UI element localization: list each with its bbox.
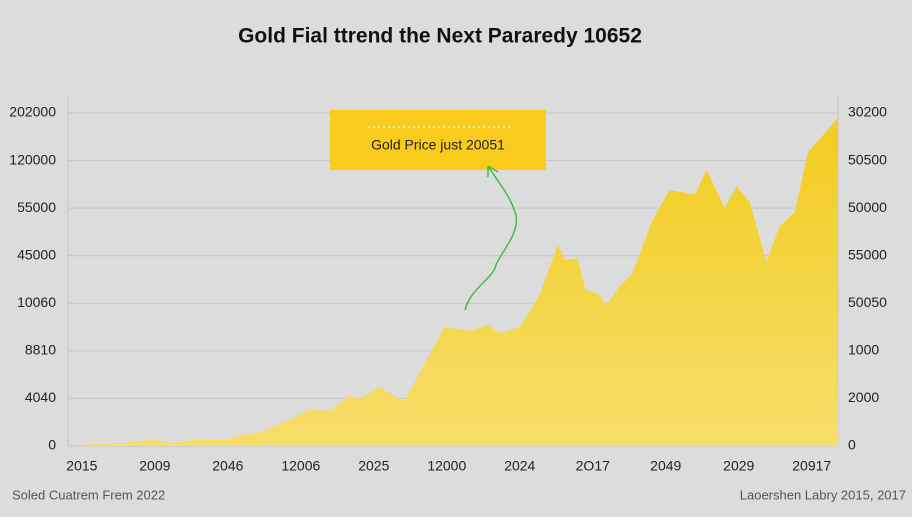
y2-tick-label: 0 xyxy=(848,437,856,453)
x-tick-label: 2015 xyxy=(66,458,97,474)
y-tick-label: 10060 xyxy=(17,294,56,310)
x-tick-label: 20917 xyxy=(792,458,831,474)
y-tick-label: 0 xyxy=(48,437,56,453)
x-tick-label: 2049 xyxy=(650,458,681,474)
x-tick-label: 2046 xyxy=(212,458,243,474)
x-tick-label: 2O17 xyxy=(576,458,610,474)
y2-tick-label: 1000 xyxy=(848,342,879,358)
footer-right: Laoershen Labry 2015, 2017 xyxy=(740,487,906,502)
annotation-text: Gold Price just 20051 xyxy=(371,137,505,153)
annotation: Gold Price just 20051 xyxy=(330,110,546,311)
area-shade xyxy=(84,118,838,447)
x-tick-label: 2009 xyxy=(139,458,170,474)
y2-tick-label: 50050 xyxy=(848,294,887,310)
y2-tick-label: 55000 xyxy=(848,246,887,262)
y-tick-label: 8810 xyxy=(25,342,56,358)
y-tick-label: 55000 xyxy=(17,199,56,215)
y2-tick-label: 50500 xyxy=(848,151,887,167)
annotation-arrow xyxy=(464,165,518,311)
annotation-box xyxy=(330,110,546,170)
y-tick-label: 4040 xyxy=(25,389,56,405)
y2-tick-label: 50000 xyxy=(848,199,887,215)
y-tick-label: 45000 xyxy=(17,246,56,262)
arrow-head xyxy=(487,165,499,177)
x-tick-label: 2029 xyxy=(723,458,754,474)
x-tick-label: 12000 xyxy=(427,458,466,474)
x-tick-label: 2024 xyxy=(504,458,535,474)
y-tick-label: 120000 xyxy=(9,151,56,167)
x-tick-label: 12006 xyxy=(281,458,320,474)
y-tick-label: 202000 xyxy=(9,104,56,120)
chart-title: Gold Fial ttrend the Next Pararedy 10652 xyxy=(238,25,642,48)
y2-tick-label: 30200 xyxy=(848,104,887,120)
footer-left: Soled Cuatrem Frem 2022 xyxy=(12,487,165,502)
y2-tick-label: 2000 xyxy=(848,389,879,405)
x-tick-label: 2025 xyxy=(358,458,389,474)
